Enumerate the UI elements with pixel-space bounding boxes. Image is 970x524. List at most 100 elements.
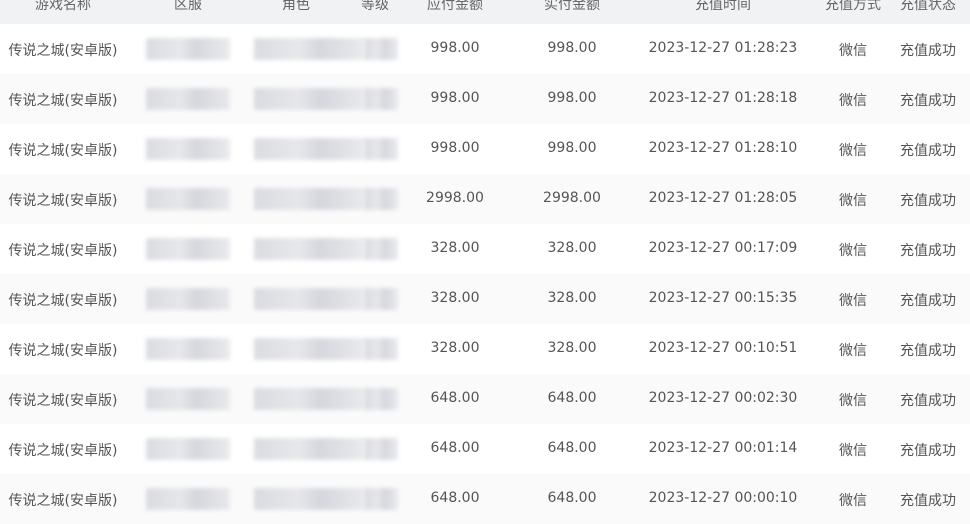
- table-header: 游戏名称 区服 角色 等级 应付金额 实付金额 充值时间 充值方式 充值状态: [0, 0, 970, 24]
- redacted-server: [146, 288, 230, 310]
- redacted-level: [364, 138, 398, 160]
- amount-due-cell: 648.00: [430, 440, 480, 456]
- game-name-cell: 传说之城(安卓版): [8, 243, 118, 259]
- recharge-status-cell: 充值成功: [900, 393, 956, 409]
- recharge-time-cell: 2023-12-27 00:00:10: [648, 490, 798, 506]
- recharge-status-cell: 充值成功: [900, 193, 956, 209]
- recharge-time-cell: 2023-12-27 01:28:23: [648, 40, 798, 56]
- game-name-cell: 传说之城(安卓版): [8, 143, 118, 159]
- amount-paid-cell: 648.00: [547, 390, 597, 406]
- payment-method-cell: 微信: [839, 393, 867, 409]
- header-server: 区服: [174, 0, 202, 13]
- recharge-status-cell: 充值成功: [900, 143, 956, 159]
- payment-method-cell: 微信: [839, 243, 867, 259]
- redacted-server: [146, 238, 230, 260]
- recharge-status-cell: 充值成功: [900, 93, 956, 109]
- game-name-cell: 传说之城(安卓版): [8, 43, 118, 59]
- amount-due-cell: 328.00: [430, 290, 480, 306]
- recharge-time-cell: 2023-12-27 00:17:09: [648, 240, 798, 256]
- redacted-role: [254, 338, 364, 360]
- amount-paid-cell: 648.00: [547, 440, 597, 456]
- redacted-level: [364, 88, 398, 110]
- game-name-cell: 传说之城(安卓版): [8, 493, 118, 509]
- amount-paid-cell: 648.00: [547, 490, 597, 506]
- game-name-cell: 传说之城(安卓版): [8, 343, 118, 359]
- header-level: 等级: [361, 0, 389, 13]
- redacted-level: [364, 238, 398, 260]
- table-row[interactable]: 传说之城(安卓版) 998.00 998.00 2023-12-27 01:28:23…: [0, 24, 970, 74]
- redacted-role: [254, 88, 364, 110]
- redacted-role: [254, 38, 364, 60]
- amount-paid-cell: 998.00: [547, 40, 597, 56]
- table-row[interactable]: 传说之城(安卓版) 328.00 328.00 2023-12-27 00:15:35…: [0, 274, 970, 324]
- amount-paid-cell: 998.00: [547, 90, 597, 106]
- amount-due-cell: 648.00: [430, 490, 480, 506]
- payment-method-cell: 微信: [839, 293, 867, 309]
- payment-method-cell: 微信: [839, 43, 867, 59]
- recharge-time-cell: 2023-12-27 01:28:18: [648, 90, 798, 106]
- table-row[interactable]: 传说之城(安卓版) 998.00 998.00 2023-12-27 01:28:18…: [0, 74, 970, 124]
- redacted-level: [364, 388, 398, 410]
- amount-paid-cell: 328.00: [547, 340, 597, 356]
- recharge-status-cell: 充值成功: [900, 493, 956, 509]
- recharge-time-cell: 2023-12-27 00:02:30: [648, 390, 798, 406]
- redacted-level: [364, 288, 398, 310]
- recharge-status-cell: 充值成功: [900, 293, 956, 309]
- recharge-time-cell: 2023-12-27 00:15:35: [648, 290, 798, 306]
- payment-method-cell: 微信: [839, 443, 867, 459]
- payment-method-cell: 微信: [839, 93, 867, 109]
- recharge-time-cell: 2023-12-27 01:28:10: [648, 140, 798, 156]
- amount-paid-cell: 328.00: [547, 240, 597, 256]
- payment-method-cell: 微信: [839, 493, 867, 509]
- header-amount-paid: 实付金额: [544, 0, 600, 13]
- redacted-server: [146, 138, 230, 160]
- redacted-level: [364, 38, 398, 60]
- redacted-server: [146, 338, 230, 360]
- redacted-server: [146, 488, 230, 510]
- table-row[interactable]: 传说之城(安卓版) 2998.00 2998.00 2023-12-27 01:28:…: [0, 174, 970, 224]
- table-row[interactable]: 传说之城(安卓版) 328.00 328.00 2023-12-27 00:17:09…: [0, 224, 970, 274]
- redacted-server: [146, 438, 230, 460]
- amount-due-cell: 328.00: [430, 240, 480, 256]
- redacted-role: [254, 388, 364, 410]
- table-row[interactable]: 传说之城(安卓版) 648.00 648.00 2023-12-27 00:00:10…: [0, 474, 970, 524]
- redacted-level: [364, 338, 398, 360]
- amount-paid-cell: 998.00: [547, 140, 597, 156]
- game-name-cell: 传说之城(安卓版): [8, 293, 118, 309]
- game-name-cell: 传说之城(安卓版): [8, 93, 118, 109]
- redacted-role: [254, 138, 364, 160]
- game-name-cell: 传说之城(安卓版): [8, 443, 118, 459]
- recharge-status-cell: 充值成功: [900, 243, 956, 259]
- header-role: 角色: [282, 0, 310, 13]
- redacted-server: [146, 388, 230, 410]
- table-row[interactable]: 传说之城(安卓版) 328.00 328.00 2023-12-27 00:10:51…: [0, 324, 970, 374]
- recharge-time-cell: 2023-12-27 00:10:51: [648, 340, 798, 356]
- recharge-status-cell: 充值成功: [900, 443, 956, 459]
- amount-due-cell: 648.00: [430, 390, 480, 406]
- header-time: 充值时间: [695, 0, 751, 13]
- redacted-role: [254, 238, 364, 260]
- amount-due-cell: 2998.00: [426, 190, 484, 206]
- amount-due-cell: 998.00: [430, 140, 480, 156]
- redacted-level: [364, 488, 398, 510]
- payment-method-cell: 微信: [839, 193, 867, 209]
- redacted-role: [254, 488, 364, 510]
- table-row[interactable]: 传说之城(安卓版) 648.00 648.00 2023-12-27 00:01:14…: [0, 424, 970, 474]
- header-method: 充值方式: [825, 0, 881, 13]
- game-name-cell: 传说之城(安卓版): [8, 193, 118, 209]
- table-row[interactable]: 传说之城(安卓版) 648.00 648.00 2023-12-27 00:02:30…: [0, 374, 970, 424]
- game-name-cell: 传说之城(安卓版): [8, 393, 118, 409]
- redacted-role: [254, 188, 364, 210]
- table-row[interactable]: 传说之城(安卓版) 998.00 998.00 2023-12-27 01:28:10…: [0, 124, 970, 174]
- redacted-role: [254, 438, 364, 460]
- header-game: 游戏名称: [35, 0, 91, 13]
- recharge-time-cell: 2023-12-27 01:28:05: [648, 190, 798, 206]
- payment-method-cell: 微信: [839, 343, 867, 359]
- amount-paid-cell: 2998.00: [543, 190, 601, 206]
- amount-due-cell: 998.00: [430, 40, 480, 56]
- redacted-role: [254, 288, 364, 310]
- payment-method-cell: 微信: [839, 143, 867, 159]
- redacted-server: [146, 88, 230, 110]
- redacted-server: [146, 188, 230, 210]
- header-amount-due: 应付金额: [427, 0, 483, 13]
